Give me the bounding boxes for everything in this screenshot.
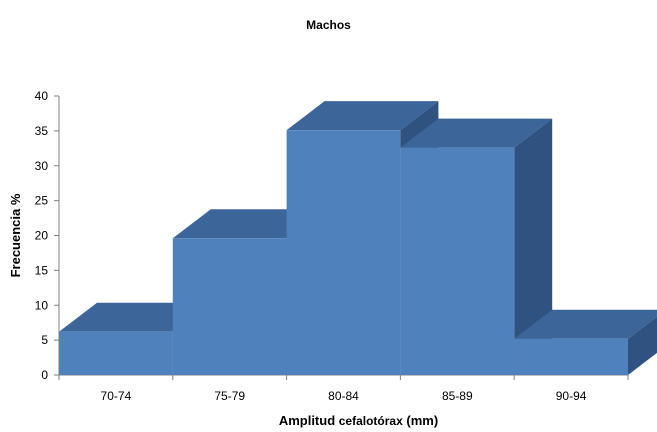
bar — [514, 309, 657, 375]
bar-front-face — [172, 238, 287, 375]
x-tick-label: 85-89 — [442, 389, 473, 403]
bar-front-face — [59, 331, 173, 375]
bar-front-face — [286, 130, 401, 375]
x-tick-label: 90-94 — [556, 389, 587, 403]
y-tick-label: 20 — [35, 229, 49, 243]
x-tick-label: 80-84 — [328, 389, 359, 403]
bar — [400, 118, 553, 376]
x-tick-label: 70-74 — [101, 389, 132, 403]
chart-title: Machos — [306, 18, 351, 32]
bar-side-face — [628, 316, 657, 375]
bar-side-face — [514, 118, 553, 376]
bar-front-face — [514, 338, 628, 375]
bar-top-face — [400, 118, 553, 148]
y-tick-label: 0 — [41, 368, 48, 382]
bar-top-face — [514, 309, 657, 339]
y-tick-label: 25 — [35, 194, 49, 208]
y-tick-label: 40 — [35, 89, 49, 103]
y-tick-label: 5 — [41, 333, 48, 347]
y-tick-label: 15 — [35, 263, 49, 277]
y-axis-title: Frecuencia % — [8, 193, 23, 277]
x-axis-title: Amplitud cefalotórax (mm) — [279, 413, 438, 428]
bar-top-face — [286, 101, 439, 131]
bar-front-face — [400, 147, 515, 375]
y-tick-label: 10 — [35, 298, 49, 312]
x-tick-label: 75-79 — [214, 389, 245, 403]
y-tick-label: 30 — [35, 159, 49, 173]
y-tick-label: 35 — [35, 124, 49, 138]
